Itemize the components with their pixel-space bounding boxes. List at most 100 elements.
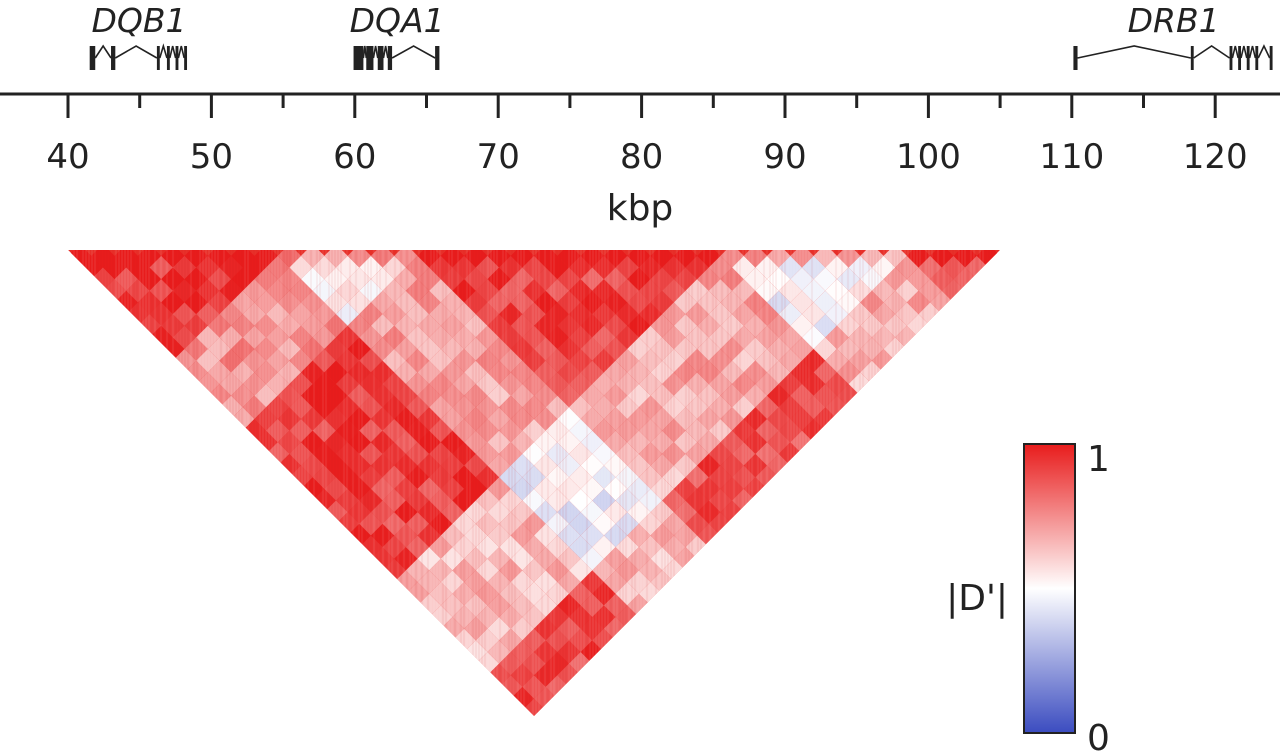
ld-cell — [708, 255, 733, 280]
colorbar-gradient — [1023, 443, 1076, 734]
ld-cell — [137, 290, 162, 315]
colorbar: 1 0 |D'| — [946, 439, 1110, 754]
ld-cell — [452, 418, 476, 443]
ld-cell — [557, 407, 581, 431]
x-axis-ticks: 40 50 60 70 80 90 100 110 120 — [46, 94, 1248, 177]
x-tick-label: 50 — [190, 137, 233, 177]
colorbar-title: |D'| — [946, 578, 1008, 619]
ld-cell — [557, 593, 581, 618]
gene-intron — [1257, 44, 1271, 59]
gene-intron — [169, 45, 177, 59]
gene-exon — [90, 46, 96, 70]
ld-cell — [219, 372, 243, 396]
ld-cell — [557, 523, 581, 548]
ld-cell — [382, 465, 406, 489]
ld-cell — [301, 314, 325, 338]
ld-cell — [557, 250, 581, 268]
ld-cell — [557, 337, 581, 361]
ld-cell — [557, 570, 581, 594]
ld-cell — [114, 267, 138, 291]
x-tick-label: 60 — [333, 137, 376, 177]
ld-cell — [452, 372, 476, 396]
ld-cell — [219, 325, 243, 350]
ld-cell — [557, 500, 581, 524]
ld-cell — [557, 663, 581, 687]
ld-cell — [382, 349, 406, 373]
ld-cell — [848, 349, 872, 373]
gene-exon — [156, 46, 160, 70]
gene-exon — [366, 46, 374, 70]
ld-cell — [301, 290, 325, 315]
gene-intron — [1231, 45, 1239, 59]
x-axis-title: kbp — [607, 188, 674, 229]
gene-dqa1: DQA1 — [350, 1, 445, 70]
gene-exon — [1074, 46, 1078, 70]
ld-cell — [382, 279, 406, 303]
ld-cell — [382, 255, 406, 280]
gene-label: DQB1 — [91, 1, 186, 40]
ld-cell — [242, 279, 267, 303]
ld-cell — [452, 395, 476, 419]
x-tick-label: 40 — [46, 137, 89, 177]
ld-cell — [848, 255, 872, 280]
ld-cell — [708, 279, 733, 303]
gene-intron — [391, 45, 436, 59]
ld-cell — [848, 372, 872, 396]
gene-exon — [111, 46, 116, 70]
ld-cell — [382, 442, 406, 466]
gene-intron — [94, 44, 112, 59]
ld-cell — [452, 558, 476, 583]
ld-cell — [708, 465, 733, 489]
ld-cell — [382, 395, 406, 419]
gene-exon — [184, 46, 188, 70]
ld-cell — [242, 349, 267, 373]
ld-cell — [708, 442, 733, 466]
ld-cell — [301, 250, 325, 268]
gene-intron — [1193, 45, 1230, 59]
ld-cell — [557, 640, 581, 664]
ld-cell — [301, 267, 325, 291]
x-tick-label: 110 — [1039, 137, 1104, 177]
ld-cell — [91, 267, 115, 291]
ld-cell — [708, 512, 733, 536]
ld-cell — [242, 325, 267, 350]
x-tick-label: 120 — [1183, 137, 1248, 177]
gene-exon — [387, 46, 393, 70]
ld-cell — [219, 349, 243, 373]
ld-cell — [172, 302, 197, 326]
gene-dqb1: DQB1 — [89, 1, 188, 70]
ld-cell — [219, 255, 243, 280]
gene-exon — [1190, 46, 1194, 70]
ld-cell — [848, 325, 872, 350]
gene-intron — [382, 45, 389, 59]
ld-cell — [452, 255, 476, 280]
gene-label: DQA1 — [350, 1, 445, 40]
gene-label: DRB1 — [1128, 1, 1220, 40]
ld-cell — [848, 279, 872, 303]
ld-cell — [452, 465, 476, 489]
ld-cell — [557, 267, 581, 291]
gene-intron — [1077, 45, 1191, 59]
ld-cell — [708, 302, 733, 326]
ld-cell — [137, 267, 162, 291]
gene-intron — [362, 45, 368, 59]
ld-cell — [242, 418, 267, 443]
ld-cell — [452, 488, 476, 513]
ld-cell — [557, 290, 581, 315]
x-tick-label: 80 — [620, 137, 663, 177]
gene-exon — [1246, 46, 1250, 70]
ld-cell — [91, 250, 115, 268]
ld-cell — [708, 488, 733, 513]
ld-cell — [452, 605, 476, 629]
ld-cell — [557, 383, 581, 408]
x-axis: 40 50 60 70 80 90 100 110 120 kbp — [0, 92, 1280, 229]
gene-exon — [435, 46, 440, 70]
gene-exon — [1255, 46, 1259, 70]
gene-drb1: DRB1 — [1073, 1, 1273, 70]
ld-cell — [557, 314, 581, 338]
x-tick-label: 90 — [763, 137, 806, 177]
ld-cell — [242, 372, 267, 396]
x-tick-label: 70 — [477, 137, 520, 177]
ld-cell — [557, 453, 581, 478]
